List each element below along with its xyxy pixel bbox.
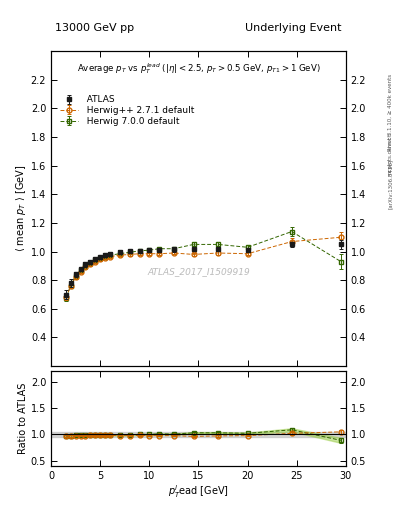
Y-axis label: Ratio to ATLAS: Ratio to ATLAS [18, 383, 28, 454]
Text: ATLAS_2017_I1509919: ATLAS_2017_I1509919 [147, 267, 250, 276]
Text: Underlying Event: Underlying Event [245, 23, 342, 33]
Text: Average $p_T$ vs $p_T^{lead}$ ($|\eta| < 2.5$, $p_T > 0.5$ GeV, $p_{T1} > 1$ GeV: Average $p_T$ vs $p_T^{lead}$ ($|\eta| <… [77, 60, 320, 76]
Text: mcplots.cern.ch: mcplots.cern.ch [387, 132, 392, 176]
X-axis label: $p_T^l$ead [GeV]: $p_T^l$ead [GeV] [168, 483, 229, 500]
Text: 13000 GeV pp: 13000 GeV pp [55, 23, 134, 33]
Text: Rivet 3.1.10, ≥ 400k events: Rivet 3.1.10, ≥ 400k events [387, 74, 392, 151]
Legend:   ATLAS,   Herwig++ 2.7.1 default,   Herwig 7.0.0 default: ATLAS, Herwig++ 2.7.1 default, Herwig 7.… [59, 94, 196, 127]
Text: [arXiv:1306.3436]: [arXiv:1306.3436] [387, 159, 392, 209]
Y-axis label: $\langle$ mean $p_T$ $\rangle$ [GeV]: $\langle$ mean $p_T$ $\rangle$ [GeV] [14, 165, 28, 252]
